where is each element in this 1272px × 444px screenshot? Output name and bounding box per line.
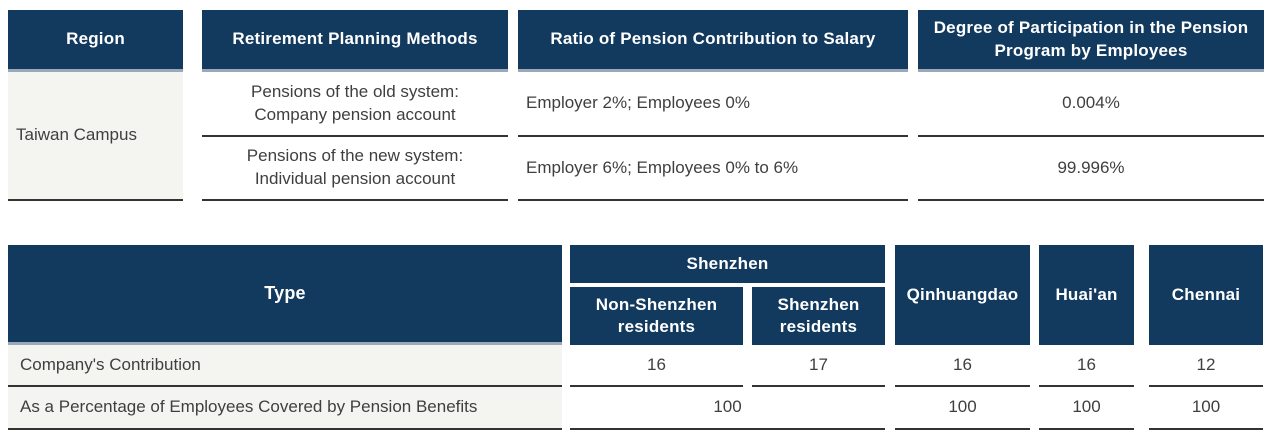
- column-header-participation: Degree of Participation in the Pension P…: [918, 10, 1264, 72]
- sub-header-non-shenzhen-residents: Non-Shenzhen residents: [570, 287, 743, 345]
- ratio-cell-old-system: Employer 2%; Employees 0%: [518, 72, 908, 137]
- value-huaian-contribution: 16: [1039, 345, 1134, 387]
- column-header-type: Type: [8, 245, 562, 345]
- column-header-methods: Retirement Planning Methods: [202, 10, 508, 72]
- value-shenzhen-combined-coverage: 100: [570, 387, 885, 430]
- method-line-2: Company pension account: [254, 104, 456, 124]
- method-cell-old-system: Pensions of the old system: Company pens…: [202, 72, 508, 137]
- row-label-percentage-covered: As a Percentage of Employees Covered by …: [8, 387, 562, 430]
- contribution-by-location-table: Type Shenzhen Non-Shenzhen residents She…: [8, 245, 1263, 430]
- participation-cell-new-system: 99.996%: [918, 137, 1264, 201]
- participation-cell-old-system: 0.004%: [918, 72, 1264, 137]
- method-line-2: Individual pension account: [254, 169, 456, 188]
- value-huaian-coverage: 100: [1039, 387, 1134, 430]
- row-label-company-contribution: Company's Contribution: [8, 345, 562, 387]
- method-line-1: Pensions of the old system:: [251, 81, 459, 101]
- value-non-shenzhen-contribution: 16: [570, 345, 743, 387]
- column-header-huaian: Huai'an: [1039, 245, 1134, 345]
- value-qinhuangdao-contribution: 16: [895, 345, 1030, 387]
- sub-header-shenzhen-residents: Shenzhen residents: [752, 287, 885, 345]
- region-cell: Taiwan Campus: [8, 72, 183, 201]
- group-header-shenzhen: Shenzhen: [570, 245, 885, 283]
- value-chennai-contribution: 12: [1149, 345, 1263, 387]
- value-shenzhen-contribution: 17: [752, 345, 885, 387]
- column-header-ratio: Ratio of Pension Contribution to Salary: [518, 10, 908, 72]
- retirement-planning-table: Region Retirement Planning Methods Ratio…: [8, 10, 1264, 201]
- column-header-region: Region: [8, 10, 183, 72]
- method-line-1: Pensions of the new system:: [246, 146, 464, 166]
- column-header-qinhuangdao: Qinhuangdao: [895, 245, 1030, 345]
- column-header-chennai: Chennai: [1149, 245, 1263, 345]
- value-qinhuangdao-coverage: 100: [895, 387, 1030, 430]
- ratio-cell-new-system: Employer 6%; Employees 0% to 6%: [518, 137, 908, 201]
- value-chennai-coverage: 100: [1149, 387, 1263, 430]
- method-cell-new-system: Pensions of the new system: Individual p…: [202, 137, 508, 201]
